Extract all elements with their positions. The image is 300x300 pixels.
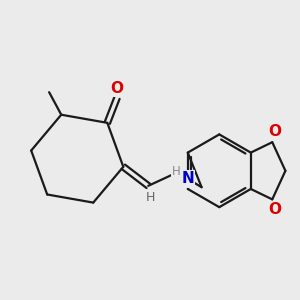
Text: H: H — [145, 191, 155, 205]
Text: O: O — [110, 81, 124, 96]
Text: O: O — [268, 202, 281, 217]
Text: O: O — [268, 124, 281, 139]
Text: H: H — [172, 166, 181, 178]
Text: N: N — [182, 171, 194, 186]
